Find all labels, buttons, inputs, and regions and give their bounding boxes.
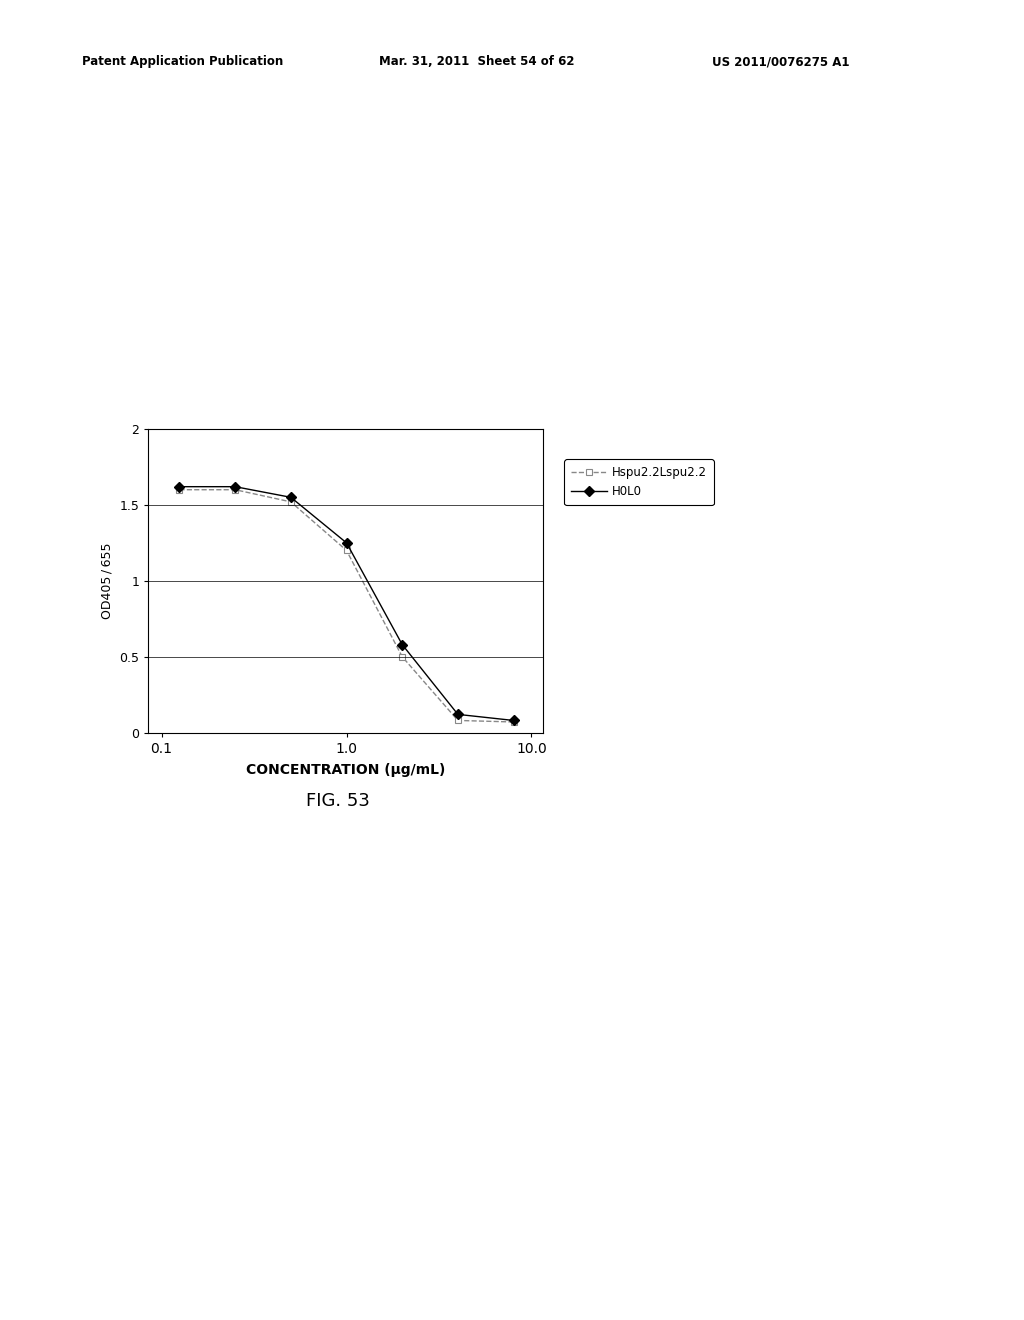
Hspu2.2Lspu2.2	[229, 482, 242, 498]
H0L0	[285, 490, 297, 506]
Line: Hspu2.2Lspu2.2: Hspu2.2Lspu2.2	[177, 487, 516, 725]
X-axis label: CONCENTRATION (μg/mL): CONCENTRATION (μg/mL)	[246, 763, 445, 776]
H0L0	[396, 636, 409, 652]
Legend: Hspu2.2Lspu2.2, H0L0: Hspu2.2Lspu2.2, H0L0	[564, 459, 714, 506]
Hspu2.2Lspu2.2	[173, 482, 185, 498]
Text: US 2011/0076275 A1: US 2011/0076275 A1	[712, 55, 849, 69]
Line: H0L0: H0L0	[176, 483, 517, 723]
H0L0	[173, 479, 185, 495]
Hspu2.2Lspu2.2	[508, 714, 520, 730]
Hspu2.2Lspu2.2	[285, 494, 297, 510]
Hspu2.2Lspu2.2	[340, 543, 352, 558]
Y-axis label: OD405 / 655: OD405 / 655	[101, 543, 114, 619]
Text: Mar. 31, 2011  Sheet 54 of 62: Mar. 31, 2011 Sheet 54 of 62	[379, 55, 574, 69]
Hspu2.2Lspu2.2	[452, 713, 464, 729]
H0L0	[229, 479, 242, 495]
Text: FIG. 53: FIG. 53	[306, 792, 370, 810]
Text: Patent Application Publication: Patent Application Publication	[82, 55, 284, 69]
H0L0	[452, 706, 464, 722]
H0L0	[340, 535, 352, 550]
Hspu2.2Lspu2.2	[396, 649, 409, 665]
H0L0	[508, 713, 520, 729]
